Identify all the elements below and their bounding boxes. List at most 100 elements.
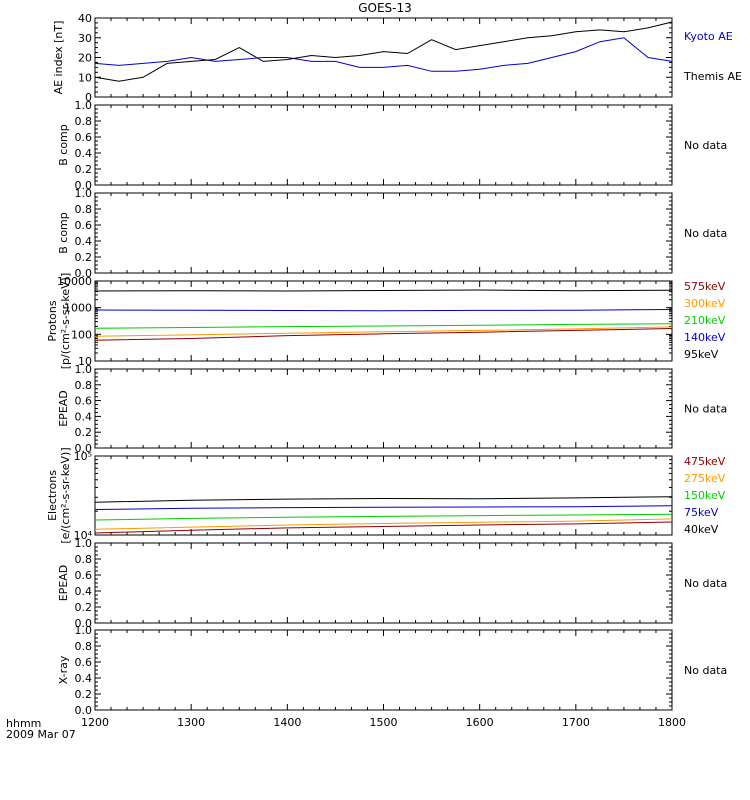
no-data-label: No data [684,139,727,152]
legend-entry: 575keV [684,280,726,293]
panel-frame [94,542,673,624]
panel-frame [94,280,673,362]
panel-xray: 0.0 0.2 0.4 0.6 0.8 1.0 X-ray No data [57,624,727,717]
legend-entry: 150keV [684,489,726,502]
y-tick-label: 0.8 [75,553,93,566]
legend-entry: 95keV [684,348,719,361]
y-axis-unit: [p/(cm²-s-sr-keV)] [59,273,72,370]
no-data-label: No data [684,227,727,240]
panel-epead1: 0.0 0.2 0.4 0.6 0.8 1.0 EPEAD No data [57,363,727,455]
series-line-475kev [94,521,673,534]
legend-entry: 75keV [684,506,719,519]
y-tick-label: 0.0 [75,442,93,455]
panel-bcomp1: 0.0 0.2 0.4 0.6 0.8 1.0 B comp No data [57,99,727,192]
no-data-label: No data [684,664,727,677]
panel-frame [94,104,673,186]
y-tick-label: 0.0 [75,617,93,630]
time-axis-label: hhmm [6,717,41,730]
y-tick-label: 10000 [57,275,92,288]
y-axis-label: Protons [46,300,59,341]
series-line-kyoto-ae [94,37,673,72]
y-tick-label: 0.2 [75,163,93,176]
y-axis-label: B comp [57,124,70,166]
legend-entry: 210keV [684,314,726,327]
no-data-label: No data [684,403,727,416]
x-tick-label: 1400 [273,716,301,729]
y-tick-label: 0.6 [75,395,93,408]
panel-bcomp2: 0.0 0.2 0.4 0.6 0.8 1.0 B comp No data [57,187,727,280]
series-line-150kev [94,513,673,521]
y-tick-label: 0.0 [75,267,93,280]
series-line-75kev [94,505,673,510]
series-line-300kev [94,326,673,337]
legend-entry: Kyoto AE [684,30,733,43]
y-tick-label: 10⁴ [74,529,93,542]
y-tick-label: 0.4 [75,585,93,598]
y-tick-label: 0.6 [75,656,93,669]
series-line-40kev [94,496,673,503]
series-line-95kev [94,289,673,292]
panel-frame [94,17,673,98]
y-axis-label: AE index [nT] [52,21,65,95]
panel-ae: 0 10 20 30 40 AE index [nT] Kyoto AE Themis AE [52,12,742,104]
panel-electrons: 10⁴ 10⁵ Electrons [e/(cm²-s-sr-keV)] 475keV 2… [46,447,726,543]
panel-epead2: 0.0 0.2 0.4 0.6 0.8 1.0 EPEAD No data [57,537,727,630]
y-tick-label: 40 [78,12,92,25]
panel-frame [94,629,673,711]
y-axis-label: Electrons [46,470,59,521]
y-tick-label: 1.0 [75,363,93,376]
x-tick-label: 1200 [81,716,109,729]
y-axis-label: EPEAD [57,565,70,602]
y-tick-label: 0 [85,91,92,104]
y-axis-unit: [e/(cm²-s-sr-keV)] [59,447,72,543]
y-tick-label: 1.0 [75,99,93,112]
y-tick-label: 1.0 [75,624,93,637]
y-tick-label: 1.0 [75,187,93,200]
x-tick-label: 1600 [466,716,494,729]
y-tick-label: 0.0 [75,704,93,717]
y-tick-label: 0.2 [75,601,93,614]
y-tick-label: 0.2 [75,251,93,264]
panel-frame [94,192,673,274]
y-axis-label: EPEAD [57,390,70,427]
y-tick-label: 20 [78,52,92,65]
series-line-themis-ae [94,21,673,82]
y-tick-label: 0.2 [75,426,93,439]
series-line-575kev [94,328,673,341]
panel-frame [94,368,673,449]
y-tick-label: 1.0 [75,537,93,550]
date-label: 2009 Mar 07 [6,728,76,741]
y-tick-label: 0.6 [75,569,93,582]
y-tick-label: 0.4 [75,672,93,685]
time-axis: hhmm 2009 Mar 07 1200 1300 1400 1500 1600 170… [6,716,686,741]
y-axis-label: X-ray [57,655,70,684]
y-tick-label: 0.4 [75,147,93,160]
y-tick-label: 0.2 [75,688,93,701]
x-tick-label: 1300 [177,716,205,729]
y-tick-label: 0.6 [75,131,93,144]
no-data-label: No data [684,577,727,590]
y-tick-label: 10 [78,71,92,84]
y-tick-label: 100 [71,328,92,341]
y-tick-label: 0.8 [75,640,93,653]
y-tick-label: 1000 [64,302,92,315]
legend-entry: 275keV [684,472,726,485]
x-tick-label: 1500 [370,716,398,729]
series-line-140kev [94,309,673,312]
legend-entry: 140keV [684,331,726,344]
legend-entry: 475keV [684,455,726,468]
y-tick-label: 10⁵ [74,450,92,463]
series-line-275kev [94,518,673,530]
panel-protons: 10 100 1000 10000 Protons [p/(cm²-s-sr-keV)] 5… [46,273,726,370]
y-tick-label: 10 [78,355,92,368]
y-tick-label: 0.8 [75,115,93,128]
y-tick-label: 0.8 [75,203,93,216]
y-tick-label: 0.6 [75,219,93,232]
y-tick-label: 0.4 [75,235,93,248]
y-tick-label: 0.0 [75,179,93,192]
y-tick-label: 30 [78,32,92,45]
legend-entry: 40keV [684,523,719,536]
y-tick-label: 0.8 [75,379,93,392]
